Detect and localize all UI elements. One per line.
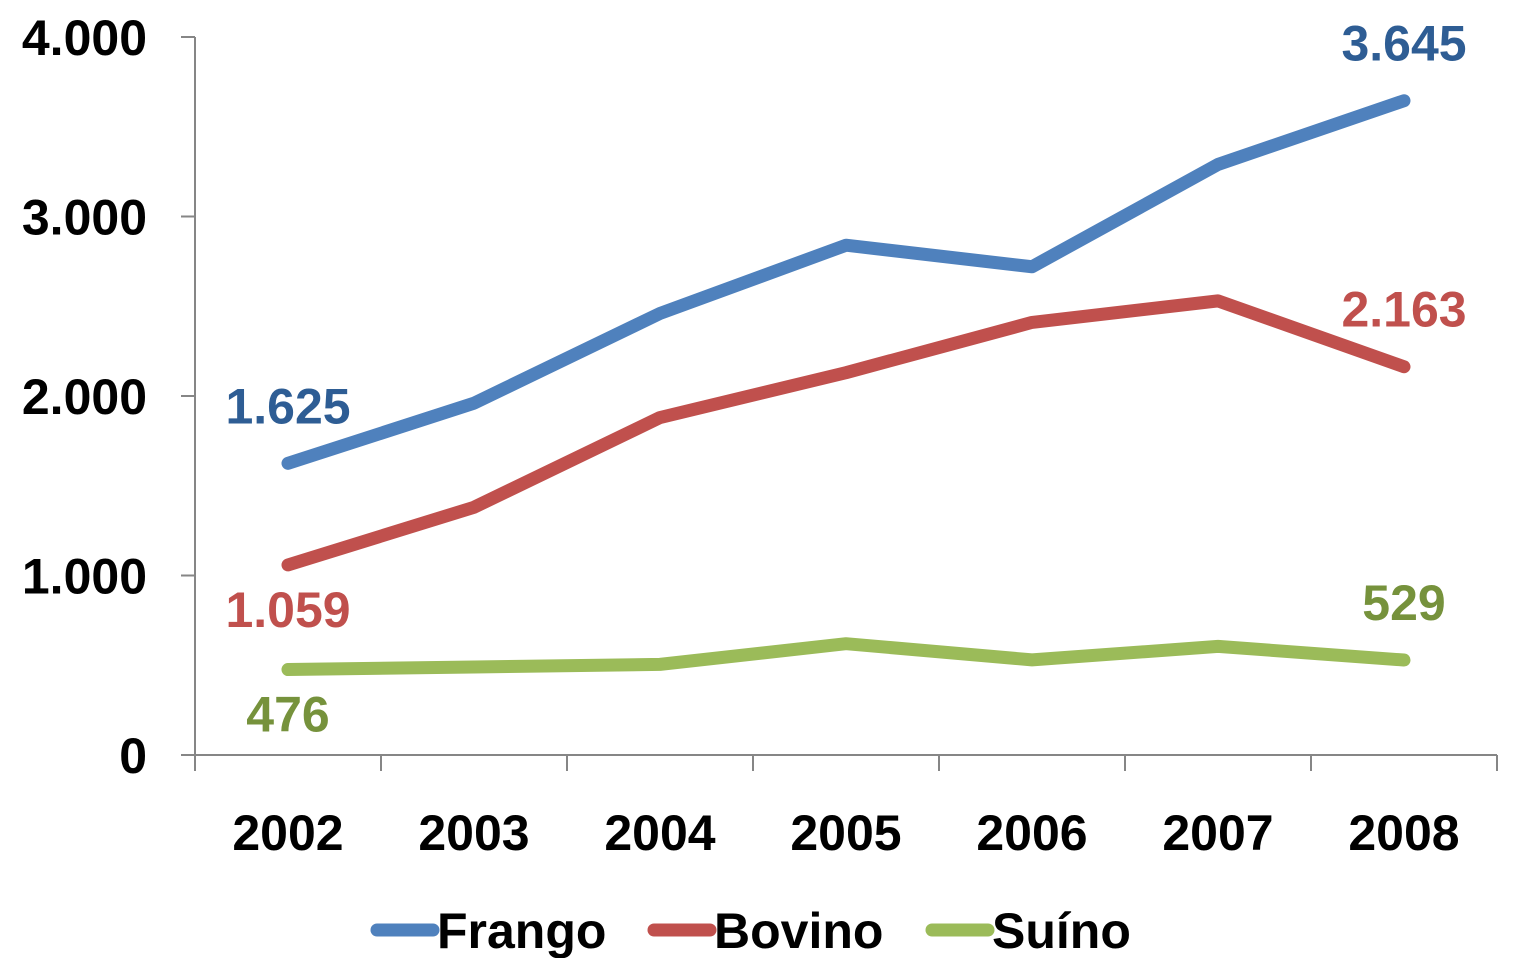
series-lines [281,94,1411,677]
x-axis: 2002 2003 2004 2005 2006 2007 2008 [181,754,1498,861]
y-tick-label: 4.000 [22,10,147,66]
y-tick-label: 3.000 [22,190,147,246]
series-line-su-no [281,637,1411,677]
legend-label: Frango [437,903,606,958]
x-tick-label: 2004 [604,805,715,861]
series-line-frango [281,94,1411,470]
x-tick-label: 2005 [790,805,901,861]
data-label: 1.059 [225,582,350,638]
data-labels: 1.625 3.645 1.059 2.163 476 529 [225,16,1466,743]
legend-label: Bovino [714,903,883,958]
x-tick-label: 2002 [232,805,343,861]
data-label: 3.645 [1341,16,1466,72]
data-label: 2.163 [1341,282,1466,338]
x-tick-label: 2008 [1348,805,1459,861]
legend-item-frango: Frango [370,903,606,958]
y-axis: 0 1.000 2.000 3.000 4.000 [22,10,196,784]
y-tick-label: 0 [119,728,147,784]
y-tick-label: 2.000 [22,369,147,425]
data-label: 476 [246,687,329,743]
legend-label: Suíno [992,903,1131,958]
x-tick-label: 2006 [976,805,1087,861]
legend-item-bovino: Bovino [647,903,883,958]
series-line-bovino [281,294,1411,572]
data-label: 529 [1362,575,1445,631]
legend: Frango Bovino Suíno [370,903,1131,958]
data-label: 1.625 [225,378,350,434]
x-tick-label: 2003 [418,805,529,861]
legend-item-su-no: Suíno [925,903,1131,958]
x-tick-label: 2007 [1162,805,1273,861]
y-tick-label: 1.000 [22,549,147,605]
